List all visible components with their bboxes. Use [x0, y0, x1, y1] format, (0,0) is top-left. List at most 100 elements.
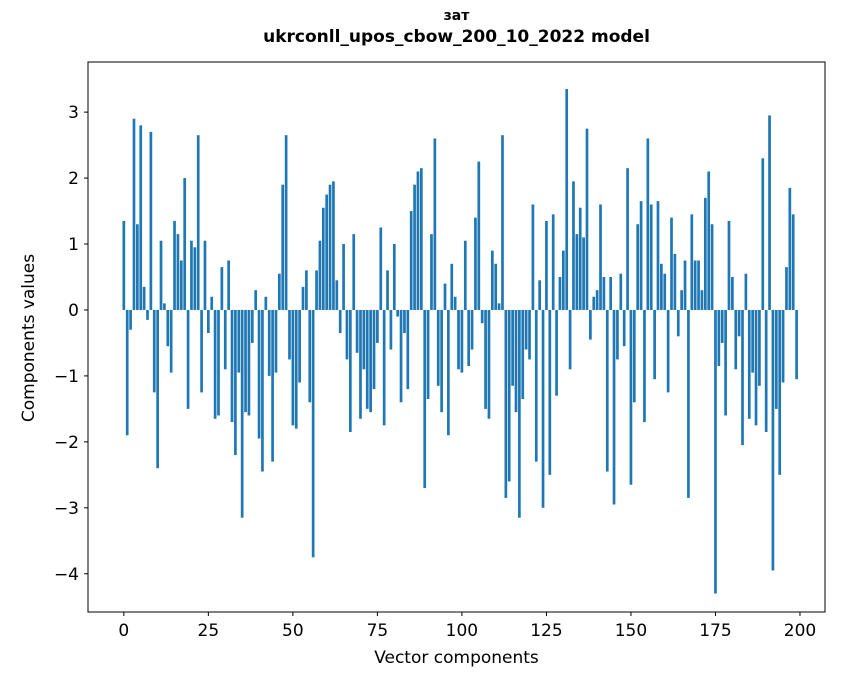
bar [237, 309, 241, 373]
bar [565, 89, 569, 310]
bar [125, 309, 129, 436]
bar [720, 309, 724, 343]
x-tick-label: 0 [118, 621, 129, 641]
bar [707, 171, 711, 310]
bar [497, 303, 501, 310]
bar [234, 309, 237, 456]
bar [683, 260, 687, 310]
bar [490, 250, 494, 310]
bar [284, 135, 288, 310]
bar [605, 309, 609, 472]
bar [369, 309, 372, 413]
bar [261, 309, 264, 472]
bar [207, 309, 210, 334]
bar [460, 309, 464, 373]
bar [217, 309, 220, 416]
bar [450, 263, 454, 310]
bar [132, 118, 136, 310]
bar [325, 194, 329, 310]
bar [250, 309, 254, 343]
bar [372, 309, 376, 390]
bar [203, 240, 207, 310]
bar [687, 309, 690, 498]
bar [619, 273, 623, 310]
chart-title-word: зат [443, 8, 470, 24]
bar [443, 283, 447, 310]
bar [666, 309, 670, 393]
bar [504, 309, 508, 498]
bar [291, 309, 295, 426]
bar [403, 309, 406, 334]
bar [136, 224, 139, 310]
bar [321, 207, 325, 310]
bar [173, 220, 176, 310]
bar [392, 244, 396, 310]
bar [210, 296, 214, 310]
x-tick-label: 50 [282, 621, 304, 641]
bar [376, 309, 379, 343]
bar [220, 267, 224, 310]
bar [764, 309, 768, 432]
x-tick-label: 25 [198, 621, 220, 641]
bar [328, 184, 332, 310]
bar [747, 309, 751, 419]
bar [714, 309, 717, 594]
bar [734, 309, 738, 370]
bar [453, 296, 457, 310]
bar [315, 270, 318, 310]
bar [653, 309, 656, 380]
bar [531, 204, 535, 310]
axes-frame [87, 61, 826, 613]
x-tick-label: 150 [615, 621, 647, 641]
bar [541, 309, 545, 508]
x-axis-label: Vector components [374, 648, 539, 668]
bar [558, 276, 562, 310]
bar [551, 214, 555, 310]
bar [122, 220, 126, 310]
bar [447, 309, 450, 436]
bar [548, 309, 552, 475]
bar [399, 309, 403, 403]
bar [697, 260, 700, 310]
bar [629, 309, 633, 485]
bar [514, 309, 518, 413]
y-tick-label: 3 [68, 103, 79, 123]
bar [646, 138, 650, 310]
bar [426, 309, 430, 399]
bar [700, 290, 704, 310]
bar [754, 309, 758, 426]
bar [480, 309, 484, 324]
bar [382, 309, 386, 426]
bar [305, 270, 308, 310]
bar [396, 309, 400, 317]
bar [538, 280, 542, 310]
bar [774, 309, 778, 409]
x-tick-label: 125 [530, 621, 562, 641]
bar [717, 309, 721, 367]
bar [649, 204, 653, 310]
bar [768, 115, 771, 310]
bar [274, 309, 278, 373]
bar [149, 131, 153, 310]
bar [632, 309, 636, 403]
bar [257, 309, 261, 439]
bar [163, 303, 166, 310]
bar [751, 309, 754, 373]
bar [386, 270, 389, 310]
bar [183, 178, 187, 310]
bar [710, 224, 714, 310]
bar [139, 125, 143, 310]
bar [690, 214, 694, 310]
bar [200, 309, 203, 393]
bar [761, 158, 765, 310]
bar [636, 224, 640, 310]
y-axis-label: Components values [19, 253, 39, 423]
bar [186, 309, 190, 409]
bar [413, 184, 416, 310]
bar [518, 309, 521, 518]
bar [791, 214, 795, 310]
y-tick-label: 1 [68, 235, 79, 255]
bar [352, 234, 356, 310]
bar [585, 128, 589, 310]
bar [430, 234, 433, 310]
